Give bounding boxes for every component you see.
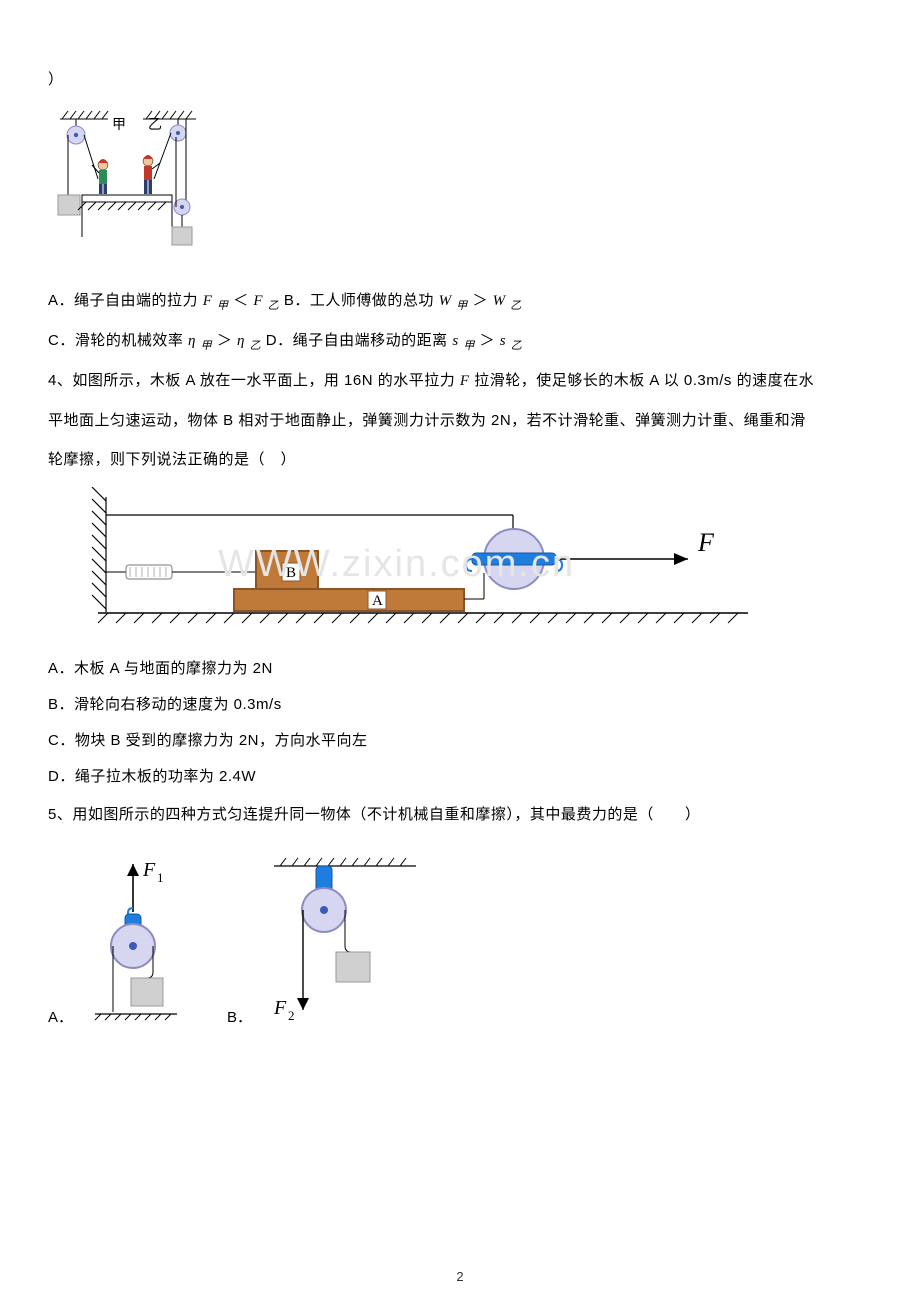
- q4-optC: C．物块 B 受到的摩擦力为 2N，方向水平向左: [48, 723, 872, 759]
- q4-optA: A．木板 A 与地面的摩擦力为 2N: [48, 651, 872, 687]
- q4-optB: B．滑轮向右移动的速度为 0.3m/s: [48, 687, 872, 723]
- figure-q5-row: A． F 1: [48, 852, 872, 1027]
- q3-options-line2: C．滑轮的机械效率 η 甲 ＞ η 乙 D．绳子自由端移动的距离 s 甲 ＞ s…: [48, 321, 872, 361]
- svg-text:2: 2: [288, 1008, 295, 1023]
- svg-text:1: 1: [157, 870, 164, 885]
- q4-line1: 4、如图所示，木板 A 放在一水平面上，用 16N 的水平拉力 F 拉滑轮，使足…: [48, 361, 872, 401]
- q4-line2: 平地面上匀速运动，物体 B 相对于地面静止，弹簧测力计示数为 2N，若不计滑轮重…: [48, 401, 872, 440]
- svg-text:F: F: [273, 997, 287, 1019]
- label-yi: 乙: [148, 116, 162, 132]
- fragment-top: ）: [48, 60, 872, 99]
- q5-optA-label: A．: [48, 1006, 73, 1027]
- label-A: A: [372, 593, 383, 609]
- label-jia: 甲: [112, 116, 126, 132]
- label-F: F: [697, 528, 715, 557]
- label-B: B: [286, 565, 296, 581]
- figure-q5-A: F 1: [77, 852, 187, 1027]
- q3-options-line1: A．绳子自由端的拉力 F 甲 ＜ F 乙 B．工人师傅做的总功 W 甲 ＞ W …: [48, 281, 872, 321]
- figure-q3: 甲: [48, 107, 872, 267]
- q4-optD: D．绳子拉木板的功率为 2.4W: [48, 759, 872, 795]
- svg-text:F: F: [142, 859, 156, 881]
- q5-optB-label: B．: [227, 1006, 252, 1027]
- q4-line3: 轮摩擦，则下列说法正确的是（ ）: [48, 440, 872, 479]
- page-number: 2: [0, 1269, 920, 1284]
- figure-q5-B: F 2: [256, 852, 426, 1027]
- figure-q4: B A F: [48, 487, 872, 637]
- q5-stem: 5、用如图所示的四种方式匀连提升同一物体（不计机械自重和摩擦），其中最费力的是（…: [48, 795, 872, 834]
